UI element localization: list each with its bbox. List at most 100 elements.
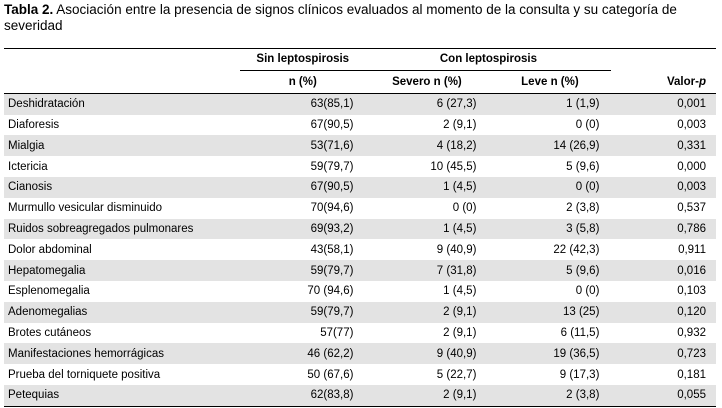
header-valor-p: Valor-p [611, 70, 716, 94]
header-n: n (%) [240, 70, 366, 94]
sign-cell: Cianosis [4, 176, 241, 198]
header-sign [4, 70, 241, 94]
table-row: Brotes cutáneos 57(77) 2 (9,1) 6 (11,5) 0,93… [4, 323, 716, 344]
header-blank [4, 48, 241, 71]
table-row: Petequias 62(83,8) 2 (9,1) 2 (3,8) 0,055 [4, 384, 716, 407]
p-cell: 0,537 [677, 202, 706, 215]
leve-cell: 2 (3,8) [566, 202, 600, 215]
table-body: Deshidratación 63(85,1) 6 (27,3) 1 (1,9) 0,0… [4, 93, 716, 407]
leve-cell: 14 (26,9) [488, 135, 612, 157]
leve-cell: 6 (11,5) [560, 326, 600, 339]
table-row: Adenomegalias 59(79,7) 2 (9,1) 13 (25) 0,120 [4, 301, 716, 323]
sin-cell: 67(90,5) [240, 176, 366, 198]
severo-cell: 7 (31,8) [365, 260, 489, 281]
sign-cell: Murmullo vesicular disminuido [8, 202, 163, 215]
signs-table: Sin leptospirosis Con leptospirosis n (%… [4, 48, 716, 407]
severo-cell: 4 (18,2) [365, 135, 489, 157]
table-row: Diaforesis 67(90,5) 2 (9,1) 0 (0) 0,003 [4, 115, 716, 136]
table-row: Manifestaciones hemorrágicas 46 (62,2) 9 (… [4, 343, 716, 365]
p-cell: 0,103 [677, 285, 706, 298]
sin-cell: 70(94,6) [310, 202, 354, 215]
table-row: Dolor abdominal 43(58,1) 9 (40,9) 22 (42,3)… [4, 239, 716, 260]
header-valor-text: Valor- [667, 75, 699, 88]
header-blank-2 [611, 48, 716, 71]
severo-cell: 2 (9,1) [443, 118, 477, 131]
sin-cell: 62(83,8) [240, 384, 366, 407]
sin-cell: 59(79,7) [240, 260, 366, 281]
sign-cell: Esplenomegalia [8, 285, 90, 298]
severo-cell: 2 (9,1) [365, 301, 489, 323]
p-cell: 0,000 [677, 160, 706, 173]
p-cell: 0,911 [678, 243, 706, 256]
sin-cell: 57(77) [320, 326, 354, 339]
p-cell: 0,001 [611, 93, 716, 115]
leve-cell: 13 (25) [488, 301, 612, 323]
sin-cell: 70 (94,6) [307, 285, 354, 298]
severo-cell: 2 (9,1) [443, 326, 477, 339]
leve-cell: 0 (0) [575, 118, 600, 131]
table-row: Deshidratación 63(85,1) 6 (27,3) 1 (1,9) 0,0… [4, 93, 716, 115]
p-cell: 0,003 [611, 176, 716, 198]
p-cell: 0,932 [677, 326, 706, 339]
leve-cell: 9 (17,3) [559, 368, 600, 381]
header-con-leptospirosis: Con leptospirosis [365, 48, 612, 71]
p-cell: 0,003 [677, 118, 706, 131]
table-row: Mialgia 53(71,6) 4 (18,2) 14 (26,9) 0,331 [4, 135, 716, 157]
severo-cell: 0 (0) [452, 202, 477, 215]
severo-cell: 1 (4,5) [365, 218, 489, 240]
leve-cell: 0 (0) [488, 176, 612, 198]
sin-cell: 63(85,1) [240, 93, 366, 115]
severo-cell: 6 (27,3) [365, 93, 489, 115]
severo-cell: 1 (4,5) [365, 176, 489, 198]
table-row: Murmullo vesicular disminuido 70(94,6) 0 (… [4, 198, 716, 219]
sign-cell: Deshidratación [4, 93, 241, 115]
table-row: Hepatomegalia 59(79,7) 7 (31,8) 5 (9,6) 0,01… [4, 260, 716, 281]
sign-cell: Diaforesis [8, 118, 60, 131]
caption-text: Asociación entre la presencia de signos … [4, 2, 677, 33]
leve-cell: 5 (9,6) [488, 260, 612, 281]
p-cell: 0,055 [611, 384, 716, 407]
header-severo: Severo n (%) [365, 70, 489, 94]
sign-cell: Adenomegalias [4, 301, 241, 323]
p-cell: 0,016 [611, 260, 716, 281]
sign-cell: Petequias [4, 384, 241, 407]
sin-cell: 43(58,1) [310, 243, 354, 256]
p-cell: 0,331 [611, 135, 716, 157]
severo-cell: 2 (9,1) [365, 384, 489, 407]
p-cell: 0,181 [677, 368, 706, 381]
leve-cell: 1 (1,9) [488, 93, 612, 115]
severo-cell: 9 (40,9) [365, 343, 489, 365]
sign-cell: Hepatomegalia [4, 260, 241, 281]
table-row: Prueba del torniquete positiva 50 (67,6) 5… [4, 364, 716, 385]
leve-cell: 2 (3,8) [488, 384, 612, 407]
table-row: Ruidos sobreagregados pulmonares 69(93,2)… [4, 218, 716, 240]
table-row: Esplenomegalia 70 (94,6) 1 (4,5) 0 (0) 0,103 [4, 281, 716, 302]
p-cell: 0,120 [611, 301, 716, 323]
table-row: Cianosis 67(90,5) 1 (4,5) 0 (0) 0,003 [4, 176, 716, 198]
sign-cell: Ictericia [8, 160, 48, 173]
severo-cell: 10 (45,5) [430, 160, 477, 173]
header-sin-leptospirosis: Sin leptospirosis [240, 48, 366, 71]
sin-cell: 67(90,5) [310, 118, 354, 131]
sign-cell: Ruidos sobreagregados pulmonares [4, 218, 241, 240]
header-p-text: p [698, 75, 706, 88]
sin-cell: 46 (62,2) [240, 343, 366, 365]
leve-cell: 19 (36,5) [488, 343, 612, 365]
sign-cell: Prueba del torniquete positiva [8, 368, 161, 381]
sign-cell: Manifestaciones hemorrágicas [4, 343, 241, 365]
header-row-1: Sin leptospirosis Con leptospirosis [4, 48, 716, 71]
sin-cell: 53(71,6) [240, 135, 366, 157]
p-cell: 0,723 [611, 343, 716, 365]
sign-cell: Mialgia [4, 135, 241, 157]
p-cell: 0,786 [611, 218, 716, 240]
sin-cell: 59(79,7) [310, 160, 354, 173]
caption-label: Tabla 2. [4, 2, 54, 17]
leve-cell: 22 (42,3) [553, 243, 600, 256]
sin-cell: 50 (67,6) [307, 368, 354, 381]
sign-cell: Brotes cutáneos [8, 326, 92, 339]
severo-cell: 5 (22,7) [436, 368, 477, 381]
severo-cell: 9 (40,9) [436, 243, 477, 256]
table-caption: Tabla 2. Asociación entre la presencia d… [4, 2, 716, 34]
severo-cell: 1 (4,5) [443, 285, 477, 298]
